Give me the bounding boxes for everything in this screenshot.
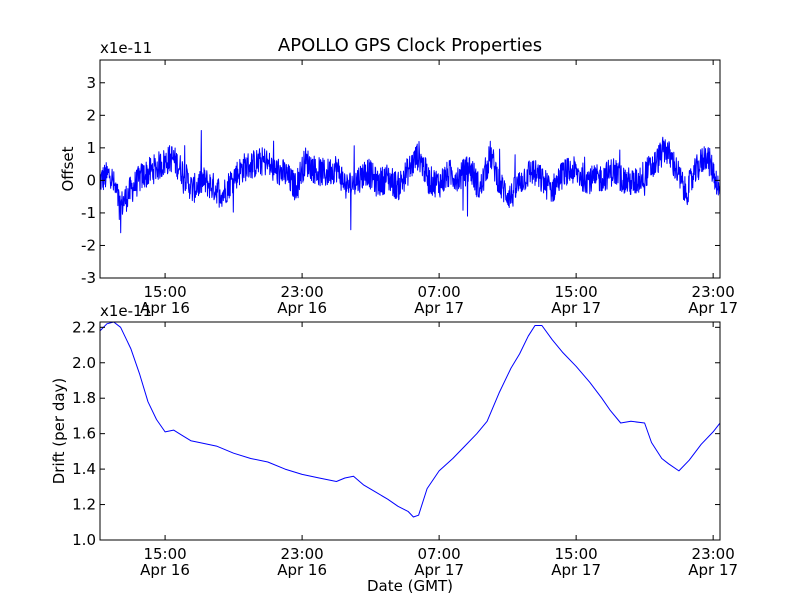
drift-y-tick-label: 1.4	[72, 460, 96, 478]
offset-x-tick-time: 23:00	[692, 283, 735, 301]
offset-x-tick-date: Apr 16	[140, 299, 190, 317]
drift-x-tick-time: 07:00	[417, 545, 460, 563]
drift-scale-label: x1e-11	[100, 302, 152, 320]
drift-x-tick-time: 15:00	[143, 545, 186, 563]
offset-x-tick-date: Apr 17	[414, 299, 464, 317]
drift-axes-frame	[99, 321, 721, 541]
drift-y-tick-label: 1.8	[72, 389, 96, 407]
offset-y-ticks: -3 -2 -1 0 1 2 3	[81, 74, 720, 287]
drift-plot-area	[100, 322, 720, 518]
offset-y-tick-label: 0	[86, 171, 96, 189]
offset-y-tick-label: 3	[86, 74, 96, 92]
drift-y-axis-label: Drift (per day)	[50, 378, 68, 485]
drift-x-tick-date: Apr 17	[414, 561, 464, 579]
drift-x-tick-time: 23:00	[280, 545, 323, 563]
offset-x-tick-time: 07:00	[417, 283, 460, 301]
drift-y-tick-label: 2.2	[72, 318, 96, 336]
drift-y-ticks: 1.0 1.2 1.4 1.6 1.8 2.0 2.2	[72, 318, 720, 549]
drift-x-tick-date: Apr 16	[277, 561, 327, 579]
offset-y-tick-label: 1	[86, 139, 96, 157]
offset-axes-frame	[99, 59, 721, 279]
offset-series-line	[100, 130, 720, 234]
offset-plot-area	[100, 130, 720, 234]
offset-x-tick-time: 23:00	[280, 283, 323, 301]
drift-x-axis-label: Date (GMT)	[367, 577, 453, 595]
offset-x-tick-date: Apr 17	[688, 299, 738, 317]
offset-x-tick-time: 15:00	[555, 283, 598, 301]
offset-y-tick-label: -3	[81, 269, 96, 287]
drift-x-tick-date: Apr 16	[140, 561, 190, 579]
drift-y-tick-label: 1.2	[72, 496, 96, 514]
offset-y-axis-label: Offset	[59, 146, 77, 191]
drift-x-tick-time: 15:00	[555, 545, 598, 563]
drift-series-line	[100, 322, 720, 518]
offset-y-tick-label: -2	[81, 236, 96, 254]
drift-x-tick-date: Apr 17	[551, 561, 601, 579]
offset-x-tick-date: Apr 16	[277, 299, 327, 317]
drift-y-tick-label: 1.0	[72, 531, 96, 549]
drift-panel: x1e-11 Drift (per day) 1.0 1.2 1.4 1.6 1.8 2.…	[50, 302, 738, 595]
figure-title: APOLLO GPS Clock Properties	[278, 35, 542, 56]
drift-y-tick-label: 1.6	[72, 425, 96, 443]
offset-y-tick-label: 2	[86, 106, 96, 124]
offset-scale-label: x1e-11	[100, 39, 152, 57]
drift-y-tick-label: 2.0	[72, 354, 96, 372]
offset-x-tick-date: Apr 17	[551, 299, 601, 317]
drift-x-tick-time: 23:00	[692, 545, 735, 563]
offset-y-tick-label: -1	[81, 204, 96, 222]
drift-x-tick-date: Apr 17	[688, 561, 738, 579]
offset-x-tick-time: 15:00	[143, 283, 186, 301]
